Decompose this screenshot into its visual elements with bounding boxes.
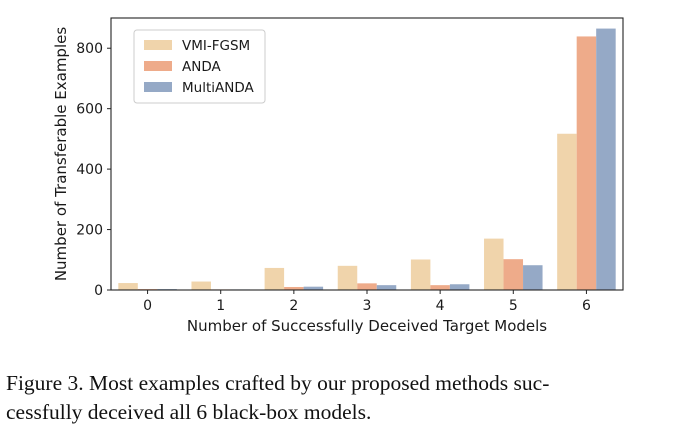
legend-label-anda: ANDA	[182, 59, 221, 75]
x-tick-label: 3	[363, 298, 372, 314]
chart-bars	[118, 28, 616, 291]
bar-multianda-4	[449, 284, 470, 290]
bar-multianda-3	[376, 285, 397, 290]
bar-vmi-fgsm-1	[191, 281, 211, 290]
x-axis-label: Number of Successfully Deceived Target M…	[187, 317, 547, 335]
bar-multianda-6	[596, 28, 616, 291]
bar-multianda-5	[523, 265, 543, 290]
bar-anda-5	[503, 259, 524, 290]
y-axis-label: Number of Transferable Examples	[52, 27, 70, 282]
bar-multianda-2	[303, 286, 324, 290]
x-tick-label: 2	[289, 298, 298, 314]
bar-vmi-fgsm-6	[557, 133, 577, 290]
chart-axes: 0 1 2 3 4 5 6 0 200 400 600 800	[76, 41, 591, 314]
bar-anda-3	[357, 283, 377, 290]
x-tick-label: 5	[509, 298, 518, 314]
figure-caption: Figure 3. Most examples crafted by our p…	[6, 369, 670, 427]
bar-vmi-fgsm-3	[337, 265, 358, 290]
chart-legend: VMI-FGSM ANDA MultiANDA	[133, 29, 266, 104]
caption-line-2: cessfully deceived all 6 black-box model…	[6, 400, 372, 424]
caption-line-1: Figure 3. Most examples crafted by our p…	[6, 371, 550, 395]
y-tick-label: 0	[94, 283, 103, 299]
legend-swatch-multianda	[144, 82, 172, 92]
y-tick-label: 600	[76, 102, 103, 118]
x-tick-label: 6	[582, 298, 591, 314]
legend-swatch-anda	[144, 61, 172, 71]
y-tick-label: 200	[76, 223, 103, 239]
bar-anda-4	[430, 285, 450, 290]
legend-label-vmi-fgsm: VMI-FGSM	[182, 38, 250, 54]
bar-chart: 0 1 2 3 4 5 6 0 200 400 600 800 VMI-FGSM ANDA MultiAN…	[52, 17, 624, 335]
x-tick-label: 0	[143, 298, 152, 314]
x-tick-label: 4	[436, 298, 445, 314]
legend-label-multianda: MultiANDA	[182, 80, 254, 96]
bar-vmi-fgsm-0	[118, 283, 138, 290]
bar-vmi-fgsm-5	[484, 238, 504, 290]
y-tick-label: 400	[76, 162, 103, 178]
bar-anda-2	[284, 286, 304, 290]
x-tick-label: 1	[216, 298, 225, 314]
y-tick-label: 800	[76, 41, 103, 57]
legend-swatch-vmi-fgsm	[144, 40, 172, 50]
bar-vmi-fgsm-4	[410, 259, 431, 290]
bar-vmi-fgsm-2	[264, 267, 285, 290]
bar-anda-6	[576, 36, 597, 290]
